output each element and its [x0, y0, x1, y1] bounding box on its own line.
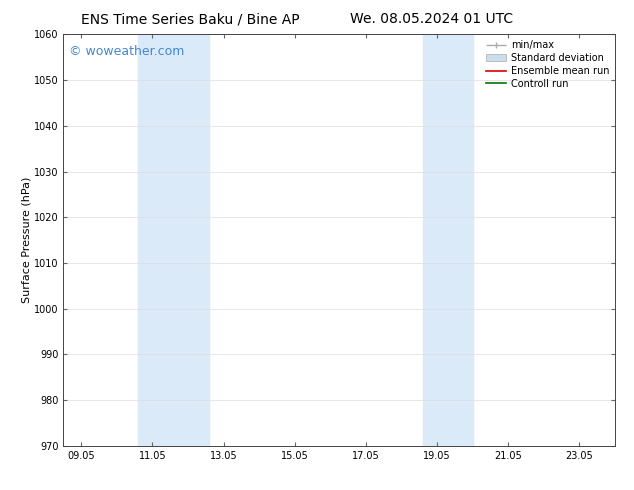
Text: © woweather.com: © woweather.com: [69, 45, 184, 58]
Bar: [423, 34, 472, 446]
Bar: [138, 34, 209, 446]
Y-axis label: Surface Pressure (hPa): Surface Pressure (hPa): [21, 177, 31, 303]
Text: We. 08.05.2024 01 UTC: We. 08.05.2024 01 UTC: [349, 12, 513, 26]
Legend: min/max, Standard deviation, Ensemble mean run, Controll run: min/max, Standard deviation, Ensemble me…: [482, 36, 613, 93]
Text: ENS Time Series Baku / Bine AP: ENS Time Series Baku / Bine AP: [81, 12, 299, 26]
